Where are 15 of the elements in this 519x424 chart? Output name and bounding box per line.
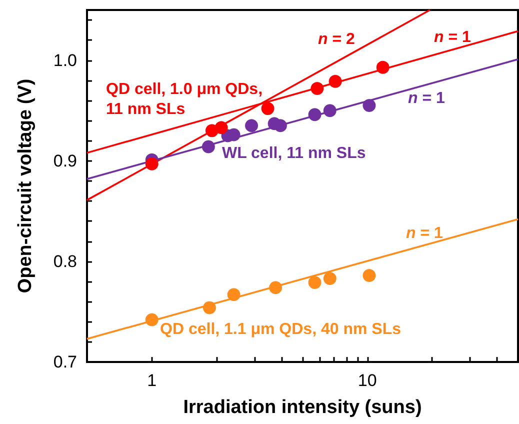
series-label: n = 1 bbox=[434, 28, 472, 48]
x-tick-label: 10 bbox=[358, 371, 377, 390]
series-label: WL cell, 11 nm SLs bbox=[222, 144, 367, 164]
y-tick-label: 0.9 bbox=[53, 151, 77, 170]
y-axis-title: Open-circuit voltage (V) bbox=[15, 78, 36, 294]
x-tick-label: 1 bbox=[147, 371, 157, 390]
y-tick-label: 1.0 bbox=[53, 50, 77, 70]
series-label: n = 1 bbox=[406, 224, 444, 244]
series-label: QD cell, 1.1 μm QDs, 40 nm SLs bbox=[160, 320, 402, 340]
series-label: n = 1 bbox=[408, 89, 446, 109]
x-axis-title: Irradiation intensity (suns) bbox=[183, 397, 422, 418]
series-label: QD cell, 1.0 μm QDs, 11 nm SLs bbox=[106, 80, 264, 120]
series-label: n = 2 bbox=[318, 30, 356, 50]
y-tick-label: 0.8 bbox=[53, 252, 77, 271]
y-tick-label: 0.7 bbox=[53, 352, 77, 372]
